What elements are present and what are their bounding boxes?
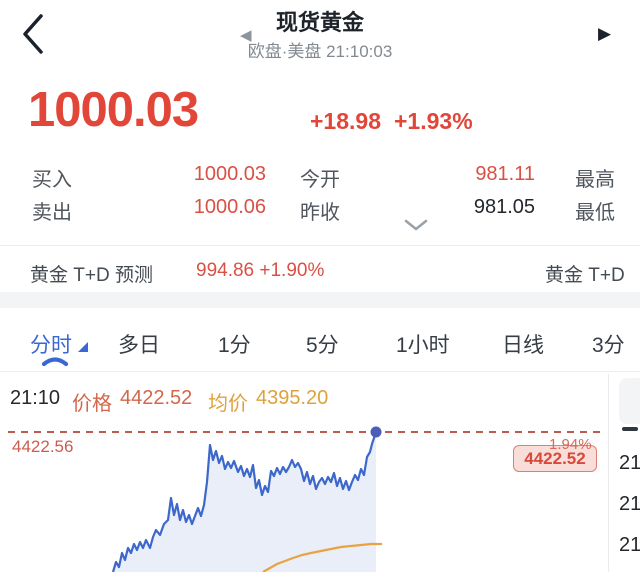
chevron-down-icon: [404, 219, 428, 231]
timeframe-tabbar: 分时 多日 1分 5分 1小时 日线 3分: [0, 308, 640, 371]
panel-header-box: [619, 378, 640, 424]
stat-label-sell: 卖出: [32, 202, 72, 224]
avg-legend-label: 均价: [208, 393, 248, 415]
current-price-badge: 4422.52: [513, 445, 597, 472]
section-divider-band: [0, 292, 640, 308]
active-tab-caret-icon: [41, 357, 69, 367]
avg-legend-value: 4395.20: [256, 387, 329, 409]
stat-label-open: 今开: [300, 169, 340, 191]
tick-time: 21: [619, 493, 640, 515]
page-title: 现货黄金: [275, 10, 364, 35]
tab-5min[interactable]: 5分: [306, 334, 339, 357]
current-price: 1000.03: [28, 83, 199, 137]
stat-label-high: 最高: [575, 169, 615, 191]
price-change-abs: +18.98: [310, 108, 381, 134]
price-legend-label: 价格: [72, 393, 112, 415]
back-button[interactable]: [20, 12, 46, 56]
stat-label-buy: 买入: [32, 169, 72, 191]
prev-instrument-icon[interactable]: ◀: [240, 27, 252, 44]
dropdown-triangle-icon: [78, 342, 88, 352]
price-area-fill: [113, 432, 376, 572]
divider: [0, 245, 640, 246]
high-line-label: 4422.56: [12, 437, 74, 456]
price-change: +18.98 +1.93%: [310, 108, 473, 135]
tab-3min[interactable]: 3分: [592, 334, 625, 357]
stat-label-low: 最低: [575, 202, 615, 224]
price-change-pct: +1.93%: [394, 108, 473, 134]
td-forecast-label: 黄金 T+D 预测: [30, 265, 153, 286]
crosshair-time: 21:10: [10, 387, 61, 409]
tab-1min[interactable]: 1分: [218, 334, 251, 357]
stat-value-open: 981.11: [475, 163, 535, 185]
average-price-line: [262, 542, 382, 572]
stat-label-prev-close: 昨收: [300, 202, 340, 224]
stat-value-buy: 1000.03: [193, 163, 266, 185]
change-pct-label: 1.94%: [549, 436, 592, 453]
next-instrument-icon[interactable]: ▶: [598, 24, 612, 43]
stat-value-sell: 1000.06: [193, 196, 266, 218]
price-legend-value: 4422.52: [120, 387, 193, 409]
stat-value-prev-close: 981.05: [473, 196, 535, 218]
current-point-dot: [370, 426, 382, 438]
intraday-chart[interactable]: [0, 372, 608, 572]
td-link[interactable]: 黄金 T+D: [545, 265, 625, 286]
clipped-row-mark: [622, 427, 638, 431]
stats-row: 卖出 1000.06 昨收 981.05 最低: [0, 196, 640, 224]
market-session-subtitle: 欧盘·美盘 21:10:03: [247, 42, 393, 61]
price-line: [111, 431, 378, 572]
divider: [0, 371, 640, 372]
expand-stats-button[interactable]: [400, 216, 432, 236]
tab-minute-chart[interactable]: 分时: [30, 334, 72, 357]
tick-time: 21: [619, 534, 640, 556]
tick-list-panel: 21 21 21: [608, 374, 640, 572]
td-forecast-value: 994.86 +1.90%: [196, 260, 325, 281]
tab-1hour[interactable]: 1小时: [396, 334, 450, 357]
tab-multi-day[interactable]: 多日: [118, 334, 160, 357]
back-chevron-icon: [23, 14, 43, 54]
stats-row: 买入 1000.03 今开 981.11 最高: [0, 163, 640, 191]
tick-time: 21: [619, 452, 640, 474]
tab-daily[interactable]: 日线: [502, 334, 544, 357]
